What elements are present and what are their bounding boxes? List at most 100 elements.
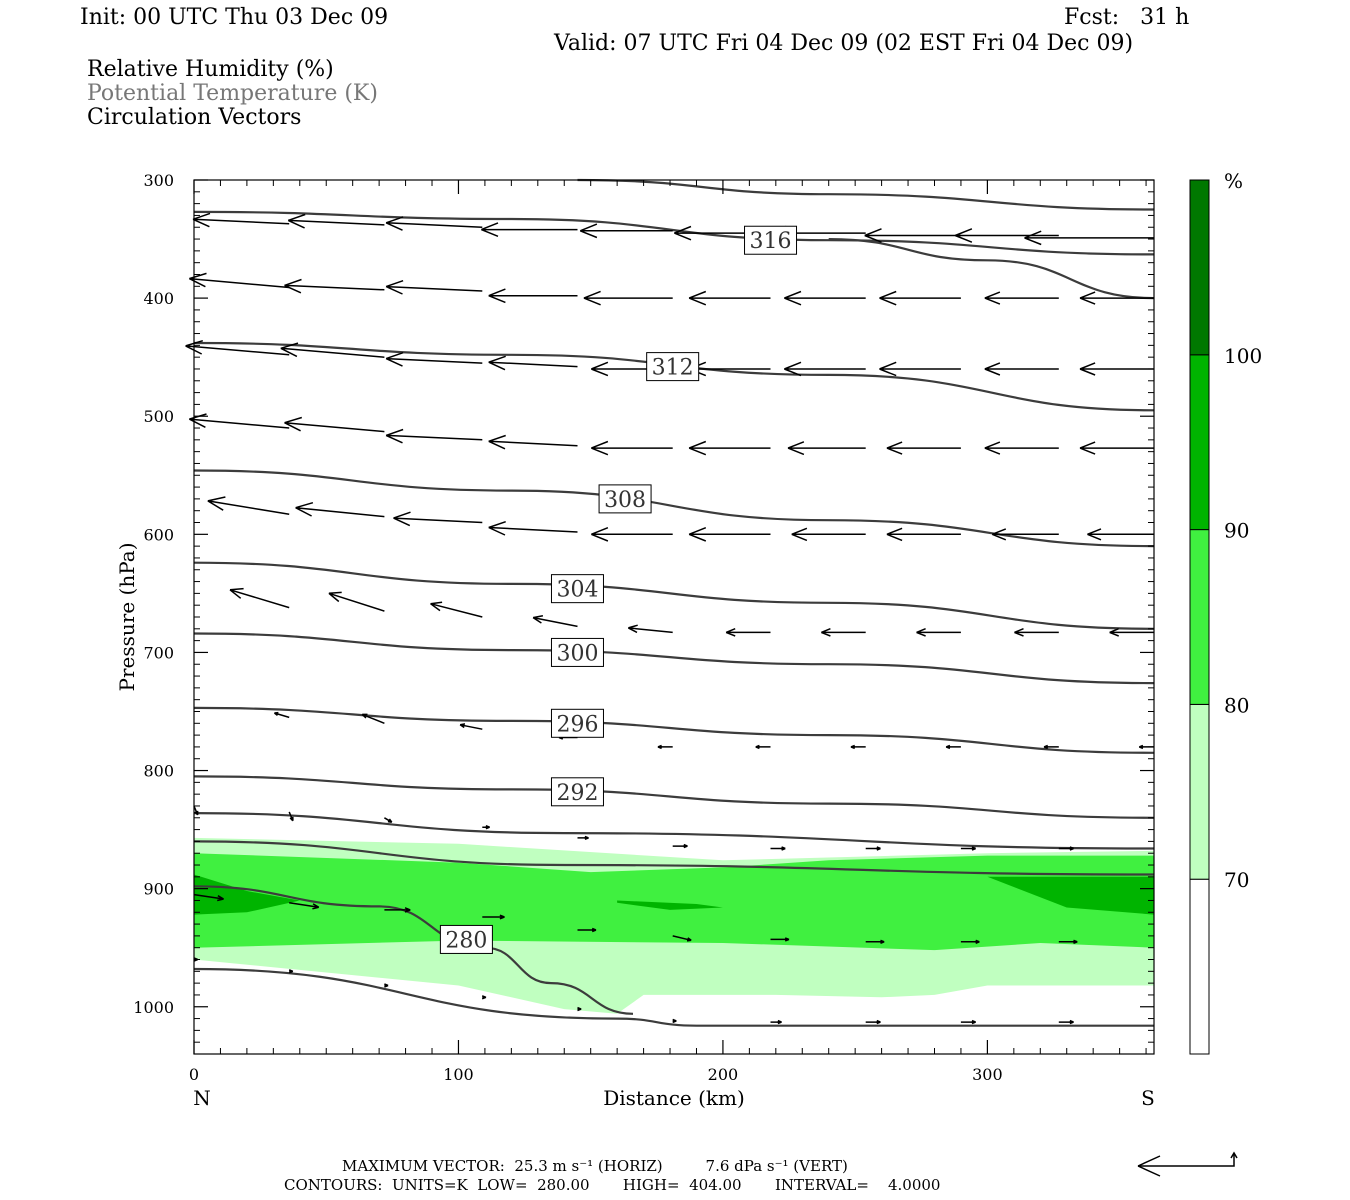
- circulation-vector: [393, 511, 483, 527]
- circulation-vector: [577, 835, 589, 841]
- circulation-vector: [1043, 744, 1059, 750]
- circulation-vector: [886, 441, 961, 455]
- circulation-vector: [672, 1018, 677, 1024]
- circulation-vector: [459, 723, 483, 730]
- circulation-vector: [725, 628, 771, 637]
- theta-contour-unlabeled-10: [193, 840, 1155, 876]
- circulation-vector: [984, 362, 1059, 376]
- circulation-vector: [430, 601, 483, 618]
- circulation-vector: [193, 805, 199, 816]
- theta-contour-unlabeled-1: [577, 178, 1155, 211]
- contour-label-280: 280: [439, 924, 493, 954]
- circulation-vector: [791, 527, 866, 542]
- svg-text:312: 312: [652, 356, 694, 381]
- svg-text:296: 296: [556, 712, 598, 737]
- theta-contour-unlabeled-2: [828, 238, 1155, 300]
- circulation-vector: [688, 440, 771, 456]
- circulation-vector: [577, 1006, 582, 1012]
- circulation-vector: [328, 591, 385, 612]
- theta-contour-unlabeled-12: [193, 967, 1154, 1027]
- theta-contour-296: [193, 706, 1155, 754]
- circulation-vector: [960, 939, 980, 944]
- svg-text:308: 308: [604, 488, 646, 513]
- svg-text:300: 300: [556, 641, 598, 666]
- contour-label-304: 304: [550, 574, 604, 604]
- circulation-vector: [770, 846, 786, 851]
- y-tick-label: 800: [143, 762, 174, 781]
- y-tick-label: 600: [143, 525, 174, 544]
- circulation-vector: [1109, 628, 1154, 637]
- circulation-vector: [488, 288, 578, 304]
- circulation-vector: [280, 342, 385, 358]
- y-tick-label: 1000: [133, 998, 174, 1017]
- circulation-vector: [583, 290, 673, 306]
- circulation-vector: [289, 902, 320, 910]
- theta-contour-316: [193, 210, 1155, 256]
- circulation-vector: [482, 914, 505, 920]
- theta-contour-300: [193, 632, 1155, 685]
- circulation-vector: [288, 969, 294, 974]
- contour-label-316: 316: [744, 225, 798, 255]
- vector-layer: [185, 212, 1154, 1025]
- circulation-vector: [1079, 362, 1154, 376]
- theta-contour-unlabeled-9: [193, 812, 1155, 850]
- circulation-vector: [688, 527, 771, 542]
- circulation-vector: [755, 744, 771, 750]
- circulation-vector: [1079, 441, 1154, 455]
- circulation-vector: [273, 711, 290, 719]
- circulation-vector: [864, 228, 961, 243]
- valid-time: Valid: 07 UTC Fri 04 Dec 09 (02 EST Fri …: [554, 31, 1134, 56]
- forecast-hour: Fcst: 31 h: [1064, 5, 1190, 30]
- axis-layer: 300 400 500 600 700 800 900 1000 0 100 200 300: [133, 171, 1154, 1084]
- circulation-vector: [229, 587, 290, 609]
- circulation-vector: [657, 744, 673, 750]
- colorbar-level-label: 70: [1224, 868, 1249, 892]
- colorbar-segment: [1189, 703, 1210, 880]
- circulation-vector: [821, 628, 866, 637]
- circulation-vector: [207, 496, 290, 515]
- circulation-vector: [385, 428, 483, 444]
- colorbar-level-label: 90: [1224, 519, 1249, 543]
- y-tick-label: 400: [143, 289, 174, 308]
- rh-band-80-1: [194, 853, 1154, 951]
- circulation-vector: [295, 501, 385, 518]
- circulation-vector: [577, 927, 597, 933]
- circulation-vector: [865, 846, 881, 851]
- circulation-vector: [361, 713, 385, 724]
- field-title-rh: Relative Humidity (%): [87, 57, 334, 82]
- contour-label-312: 312: [646, 352, 700, 382]
- theta-contour-layer: [193, 178, 1155, 1027]
- circulation-vector: [385, 216, 483, 231]
- circulation-vector: [850, 744, 866, 750]
- circulation-vector: [284, 416, 385, 433]
- circulation-vector: [770, 1019, 782, 1025]
- x-end-label-south: S: [1141, 1086, 1155, 1110]
- circulation-vector: [1058, 1019, 1074, 1025]
- x-tick-label: 200: [708, 1065, 739, 1084]
- circulation-vector: [591, 527, 673, 542]
- circulation-vector: [287, 213, 385, 229]
- y-tick-label: 700: [143, 643, 174, 662]
- reference-vector-icon: [1137, 1151, 1238, 1177]
- colorbar-segment: [1189, 529, 1210, 705]
- circulation-vector: [784, 290, 866, 306]
- colorbar-segment: [1189, 354, 1210, 531]
- circulation-vector: [488, 355, 578, 371]
- x-end-label-north: N: [193, 1086, 211, 1110]
- rh-band-90-3: [987, 876, 1154, 915]
- circulation-vector: [960, 1019, 976, 1025]
- x-tick-label: 300: [972, 1065, 1003, 1084]
- colorbar: 70 80 90 100: [1189, 179, 1262, 1055]
- circulation-vector: [579, 223, 673, 239]
- rh-band-90-2: [194, 874, 300, 915]
- circulation-vector: [1014, 628, 1059, 637]
- init-time: Init: 00 UTC Thu 03 Dec 09: [80, 5, 389, 30]
- colorbar-level-label: 100: [1224, 344, 1262, 368]
- circulation-vector: [385, 351, 483, 367]
- circulation-vector: [960, 846, 976, 851]
- circulation-vector: [991, 528, 1059, 541]
- circulation-vector: [865, 939, 885, 944]
- circulation-vector: [787, 441, 866, 456]
- circulation-vector: [672, 843, 688, 849]
